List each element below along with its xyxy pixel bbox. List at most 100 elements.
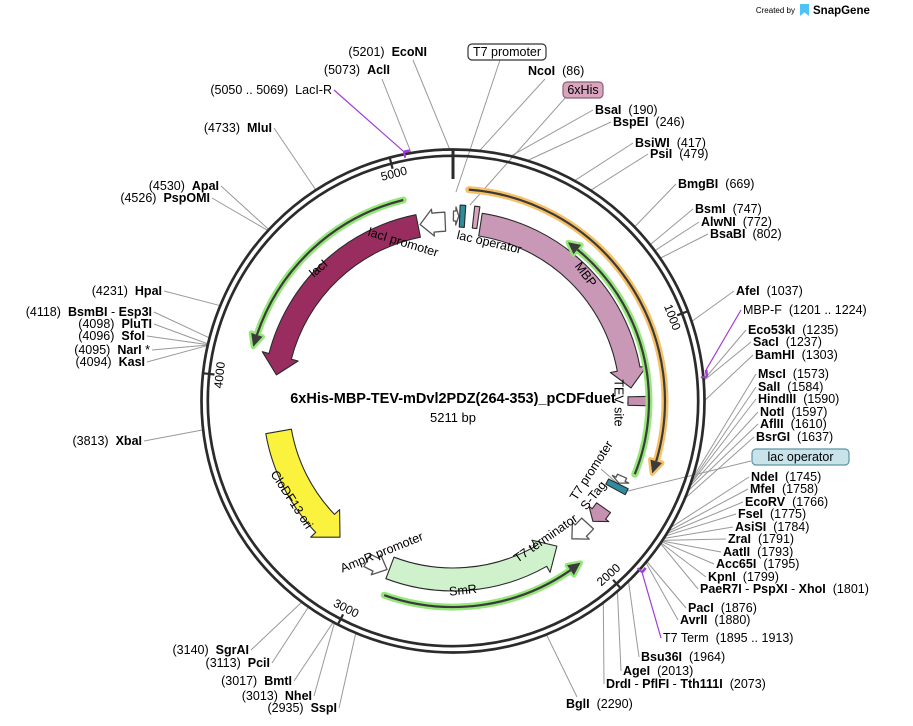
credit-brand: SnapGene (813, 5, 870, 17)
feature-connector-line (600, 468, 619, 485)
enzyme-line-AatII (661, 540, 722, 553)
tick-2000 (612, 579, 622, 589)
enzyme-label-KpnI: KpnI (1799) (708, 570, 779, 584)
enzyme-label-NheI: (3013) NheI (242, 689, 312, 703)
enzyme-line-NdeI (668, 476, 750, 530)
enzyme-label-SfoI: (4096) SfoI (78, 329, 145, 343)
enzyme-label-AsiSI: AsiSI (1784) (735, 520, 809, 534)
enzyme-line-KasI (146, 344, 209, 363)
enzyme-line-BsaI (509, 109, 594, 158)
snapgene-logo-icon (800, 4, 809, 16)
orf-arrowhead (568, 242, 582, 255)
orf-arcs (248, 186, 669, 611)
enzyme-line-SacI (702, 341, 752, 382)
enzyme-line-Eco53kI (702, 329, 747, 381)
plasmid-title: 6xHis-MBP-TEV-mDvl2PDZ(264-353)_pCDFduet (290, 391, 616, 407)
enzyme-label-MscI: MscI (1573) (758, 367, 829, 381)
enzyme-label-NarI: (4095) NarI * (74, 343, 150, 357)
primer-tick (700, 375, 707, 379)
enzyme-line-ApaI (220, 185, 270, 231)
orf-arrowhead (650, 459, 662, 474)
enzyme-label-PluTI: (4098) PluTI (78, 317, 152, 331)
enzyme-label-PaeR7I-PspXI-XhoI: PaeR7I - PspXI - XhoI (1801) (700, 582, 869, 596)
enzyme-line-PacI (646, 560, 687, 609)
enzyme-label-BsmI: BsmI (747) (695, 202, 762, 216)
enzyme-line-PaeR7I-PspXI-XhoI (659, 542, 699, 590)
enzyme-label-AvrII: AvrII (1880) (680, 613, 750, 627)
enzyme-line-BsaBI (659, 233, 709, 259)
enzyme-line-PspOMI (211, 197, 269, 232)
enzyme-label-BsaBI: BsaBI (802) (710, 227, 782, 241)
enzyme-label-Bsu36I: Bsu36I (1964) (641, 650, 725, 664)
enzyme-label-PacI: PacI (1876) (688, 601, 757, 615)
enzyme-label-HpaI: (4231) HpaI (92, 284, 162, 298)
feature-6xhis (471, 205, 481, 230)
tick-label: 4000 (211, 361, 228, 389)
feature-mbp (478, 212, 648, 389)
enzyme-label-PsiI: PsiI (479) (650, 147, 708, 161)
enzyme-line-MscI (690, 373, 757, 482)
tick-label: 5000 (379, 163, 409, 183)
enzyme-line-HindIII (688, 398, 757, 487)
orf-arc (383, 569, 572, 609)
feature-clodf13-ori (265, 428, 341, 538)
enzyme-label-AatII: AatII (1793) (723, 545, 793, 559)
orf-arrowhead (251, 332, 263, 347)
enzyme-label-BsmBI-Esp3I: (4118) BsmBI - Esp3I (26, 305, 152, 319)
enzyme-label-NdeI: NdeI (1745) (751, 470, 821, 484)
enzyme-label-ZraI: ZraI (1791) (728, 532, 794, 546)
orf-arc (576, 248, 651, 475)
enzyme-label-Eco53kI: Eco53kI (1235) (748, 323, 838, 337)
feature-connector-line (455, 59, 501, 193)
boxed-label-text: 6xHis (567, 83, 598, 97)
enzyme-label-PciI: (3113) PciI (206, 656, 270, 670)
enzyme-line-AfeI (690, 290, 735, 323)
enzyme-line-FseI (664, 513, 737, 537)
enzyme-label-BmtI: (3017) BmtI (221, 674, 292, 688)
feature-lac-operator (458, 204, 467, 228)
feature-ampr-promoter (363, 553, 388, 576)
boxed-label-6xhis (562, 81, 604, 99)
enzyme-label-BspEI: BspEI (246) (613, 115, 685, 129)
feature-label-smr: SmR (448, 582, 477, 599)
feature-lac-operator (605, 478, 629, 496)
orf-arrowhead (567, 562, 581, 576)
enzyme-label-AfeI: AfeI (1037) (736, 284, 803, 298)
enzyme-label-ApaI: (4530) ApaI (149, 179, 219, 193)
feature-t7-terminator (571, 517, 595, 540)
plasmid-length: 5211 bp (430, 410, 476, 425)
enzyme-label-PspOMI: (4526) PspOMI (120, 191, 210, 205)
enzyme-line-EcoNI (412, 59, 451, 151)
enzyme-label-EcoRV: EcoRV (1766) (745, 495, 828, 509)
enzyme-label-AclI: (5073) AclI (324, 63, 390, 77)
tick-label: 2000 (594, 560, 623, 588)
enzyme-line-BglI (545, 633, 578, 698)
primer-tick (403, 151, 407, 158)
primer-label-MBP-F: MBP-F (1201 .. 1224) (743, 303, 867, 317)
enzyme-line-BsrGI (683, 436, 755, 500)
enzyme-label-AflII: AflII (1610) (760, 417, 827, 431)
feature-t7-promoter (452, 206, 460, 226)
feature-connector-line (469, 96, 567, 206)
enzyme-label-Acc65I: Acc65I (1795) (716, 557, 799, 571)
enzyme-line-PsiI (589, 153, 649, 192)
enzyme-line-Bsu36I (627, 580, 640, 658)
feature-laci (261, 214, 421, 376)
enzyme-label-BsaI: BsaI (190) (595, 103, 658, 117)
enzyme-label-EcoNI: (5201) EcoNI (348, 45, 427, 59)
enzyme-line-AlwNI (654, 221, 700, 252)
enzyme-line-BamHI (703, 354, 754, 402)
boxed-label-text: T7 promoter (473, 45, 541, 59)
enzyme-label-AgeI: AgeI (2013) (623, 664, 693, 678)
enzyme-line-MfeI (666, 488, 749, 533)
boxed-label-text: lac operator (767, 450, 833, 464)
enzyme-line-BmgBI (633, 183, 677, 228)
enzyme-label-SacI: SacI (1237) (753, 335, 822, 349)
feature-label-tev-site: TEV site (612, 379, 626, 426)
enzyme-line-BsmI (649, 208, 694, 246)
primer-leader-T7 Term (641, 572, 662, 639)
label-lines (143, 59, 759, 709)
enzyme-label-FseI: FseI (1775) (738, 507, 806, 521)
